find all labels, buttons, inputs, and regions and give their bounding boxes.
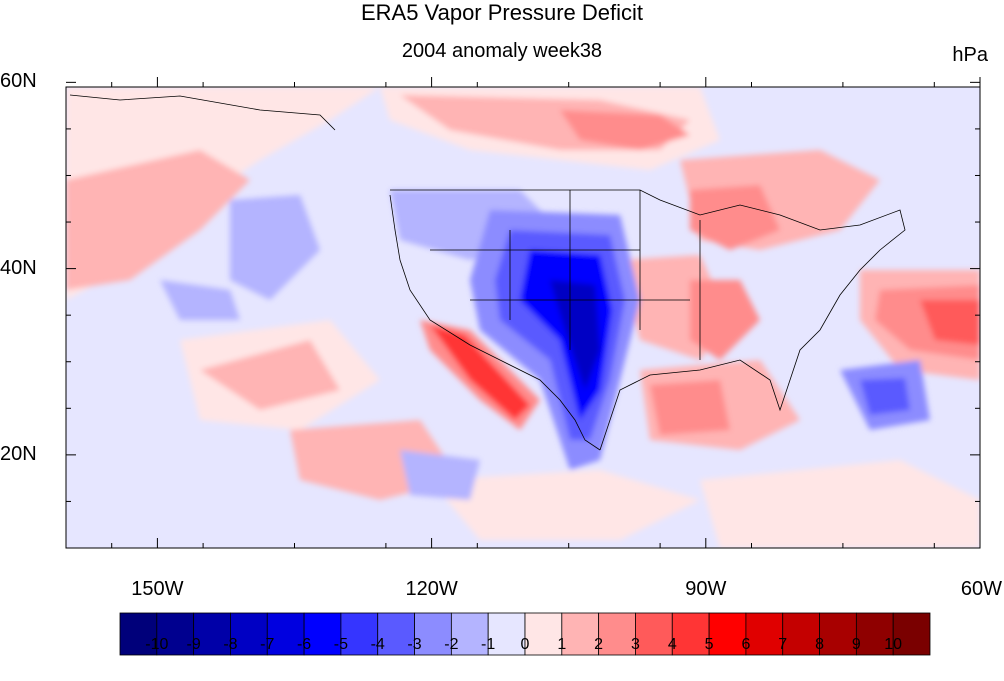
- units-label: hPa: [952, 44, 988, 66]
- colorbar-label: -8: [223, 636, 238, 653]
- colorbar-swatch: [892, 612, 931, 656]
- colorbar-label: 5: [704, 636, 714, 653]
- colorbar-swatch: [119, 612, 158, 656]
- colorbar-label: 0: [520, 636, 530, 653]
- colorbar-swatch: [193, 612, 231, 656]
- colorbar-label: 1: [557, 636, 567, 653]
- colorbar-label: 2: [594, 636, 604, 653]
- colorbar-swatch: [598, 612, 636, 656]
- colorbar-swatch: [450, 612, 489, 656]
- colorbar-label: -6: [296, 636, 312, 653]
- colorbar-label: -5: [333, 636, 349, 653]
- colorbar-label: 9: [851, 636, 861, 653]
- colorbar-swatch: [303, 612, 342, 656]
- lat-tick-label: 20N: [0, 442, 37, 465]
- tick-marks: [66, 77, 981, 548]
- colorbar-label: -4: [370, 636, 385, 653]
- colorbar-swatch: [340, 612, 379, 656]
- colorbar-swatch: [745, 612, 784, 656]
- colorbar-label: 6: [741, 636, 751, 653]
- lon-tick-label: 150W: [131, 578, 184, 600]
- colorbar-swatch: [782, 612, 820, 656]
- lat-tick-label: 60N: [0, 70, 37, 93]
- lon-tick-label: 120W: [405, 578, 458, 600]
- map-frame: [65, 86, 981, 549]
- colorbar-swatch: [855, 612, 894, 656]
- colorbar-label: -7: [260, 636, 275, 653]
- colorbar-swatch: [524, 612, 563, 656]
- lat-tick-label: 40N: [0, 256, 37, 279]
- colorbar-label: -1: [481, 636, 496, 653]
- colorbar-swatch: [266, 612, 305, 656]
- lon-tick-label: 90W: [685, 578, 727, 600]
- colorbar-label: -2: [444, 636, 459, 653]
- lon-tick-label: 60W: [960, 578, 1002, 600]
- colorbar-swatch: [230, 612, 268, 656]
- anomaly-field: [66, 87, 980, 548]
- map-subtitle: 2004 anomaly week38: [401, 40, 603, 62]
- colorbar-label: 4: [667, 636, 677, 653]
- colorbar-label: 7: [778, 636, 788, 653]
- colorbar-swatch: [635, 612, 673, 656]
- colorbar-swatch: [156, 612, 195, 656]
- colorbar-swatch: [671, 612, 710, 656]
- colorbar-swatch: [708, 612, 747, 656]
- colorbar: [119, 612, 931, 656]
- colorbar-label: -10: [145, 636, 169, 653]
- colorbar-label: -3: [407, 636, 422, 653]
- colorbar-label: -9: [186, 636, 201, 653]
- coastlines: [69, 94, 906, 451]
- colorbar-label: 8: [815, 636, 824, 653]
- map-title: ERA5 Vapor Pressure Deficit: [360, 0, 644, 25]
- colorbar-label: 10: [884, 636, 903, 653]
- colorbar-label: 3: [631, 636, 640, 653]
